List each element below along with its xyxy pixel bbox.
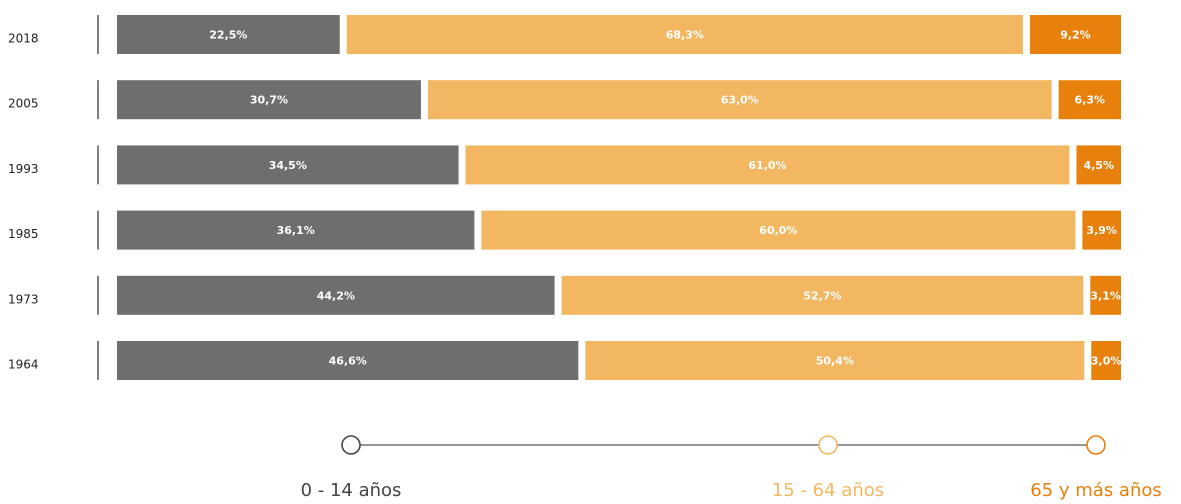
- bar-value-label: 68,3%: [666, 29, 704, 42]
- legend-marker: [1086, 435, 1106, 455]
- bar-value-label: 46,6%: [329, 355, 367, 368]
- bar-value-label: 22,5%: [209, 29, 247, 42]
- bar-value-label: 34,5%: [269, 159, 307, 172]
- bar-value-label: 50,4%: [816, 355, 854, 368]
- year-label: 1973: [8, 292, 39, 306]
- year-label: 1993: [8, 162, 39, 176]
- bar-value-label: 4,5%: [1083, 159, 1114, 172]
- bar-value-label: 60,0%: [759, 224, 797, 237]
- bar-value-label: 36,1%: [277, 224, 315, 237]
- year-label: 2005: [8, 97, 39, 111]
- bar-value-label: 3,0%: [1091, 355, 1122, 368]
- year-label: 2018: [8, 32, 39, 46]
- legend-label: 0 - 14 años: [301, 480, 402, 501]
- bar-value-label: 63,0%: [721, 94, 759, 107]
- bar-value-label: 30,7%: [250, 94, 288, 107]
- bar-segment: [346, 15, 1023, 54]
- legend-marker: [818, 435, 838, 455]
- bar-segment: [117, 15, 340, 54]
- bar-segment: [465, 145, 1070, 185]
- bar-value-label: 3,9%: [1086, 224, 1117, 237]
- bar-segment: [1082, 210, 1121, 250]
- bars-layer: 2018 22,5% 68,3% 9,2% 2005 30,7% 63,0% 6,3% 1993…: [8, 15, 1121, 380]
- bar-segment: [1091, 341, 1121, 380]
- bar-segment: [117, 210, 475, 250]
- bar-segment: [585, 341, 1085, 380]
- bar-value-label: 52,7%: [803, 289, 841, 302]
- bar-segment: [1076, 145, 1121, 185]
- bar-value-label: 3,1%: [1090, 289, 1121, 302]
- bar-segment: [117, 80, 421, 120]
- legend-label: 65 y más años: [1030, 480, 1162, 501]
- bar-segment: [117, 341, 579, 380]
- bar-value-label: 61,0%: [748, 159, 786, 172]
- bar-value-label: 6,3%: [1075, 94, 1106, 107]
- legend: 0 - 14 años 15 - 64 años 65 y más años: [301, 435, 1162, 501]
- bar-value-label: 9,2%: [1060, 29, 1091, 42]
- bar-segment: [1058, 80, 1121, 120]
- bar-segment: [481, 210, 1076, 250]
- legend-marker: [341, 435, 361, 455]
- bar-segment: [1029, 15, 1121, 54]
- bar-segment: [561, 275, 1084, 315]
- bar-value-label: 44,2%: [317, 289, 355, 302]
- year-label: 1964: [8, 358, 39, 372]
- bar-segment: [117, 275, 555, 315]
- legend-label: 15 - 64 años: [772, 480, 884, 501]
- bar-segment: [117, 145, 459, 185]
- year-label: 1985: [8, 227, 39, 241]
- bar-segment: [1090, 275, 1121, 315]
- bar-segment: [427, 80, 1052, 120]
